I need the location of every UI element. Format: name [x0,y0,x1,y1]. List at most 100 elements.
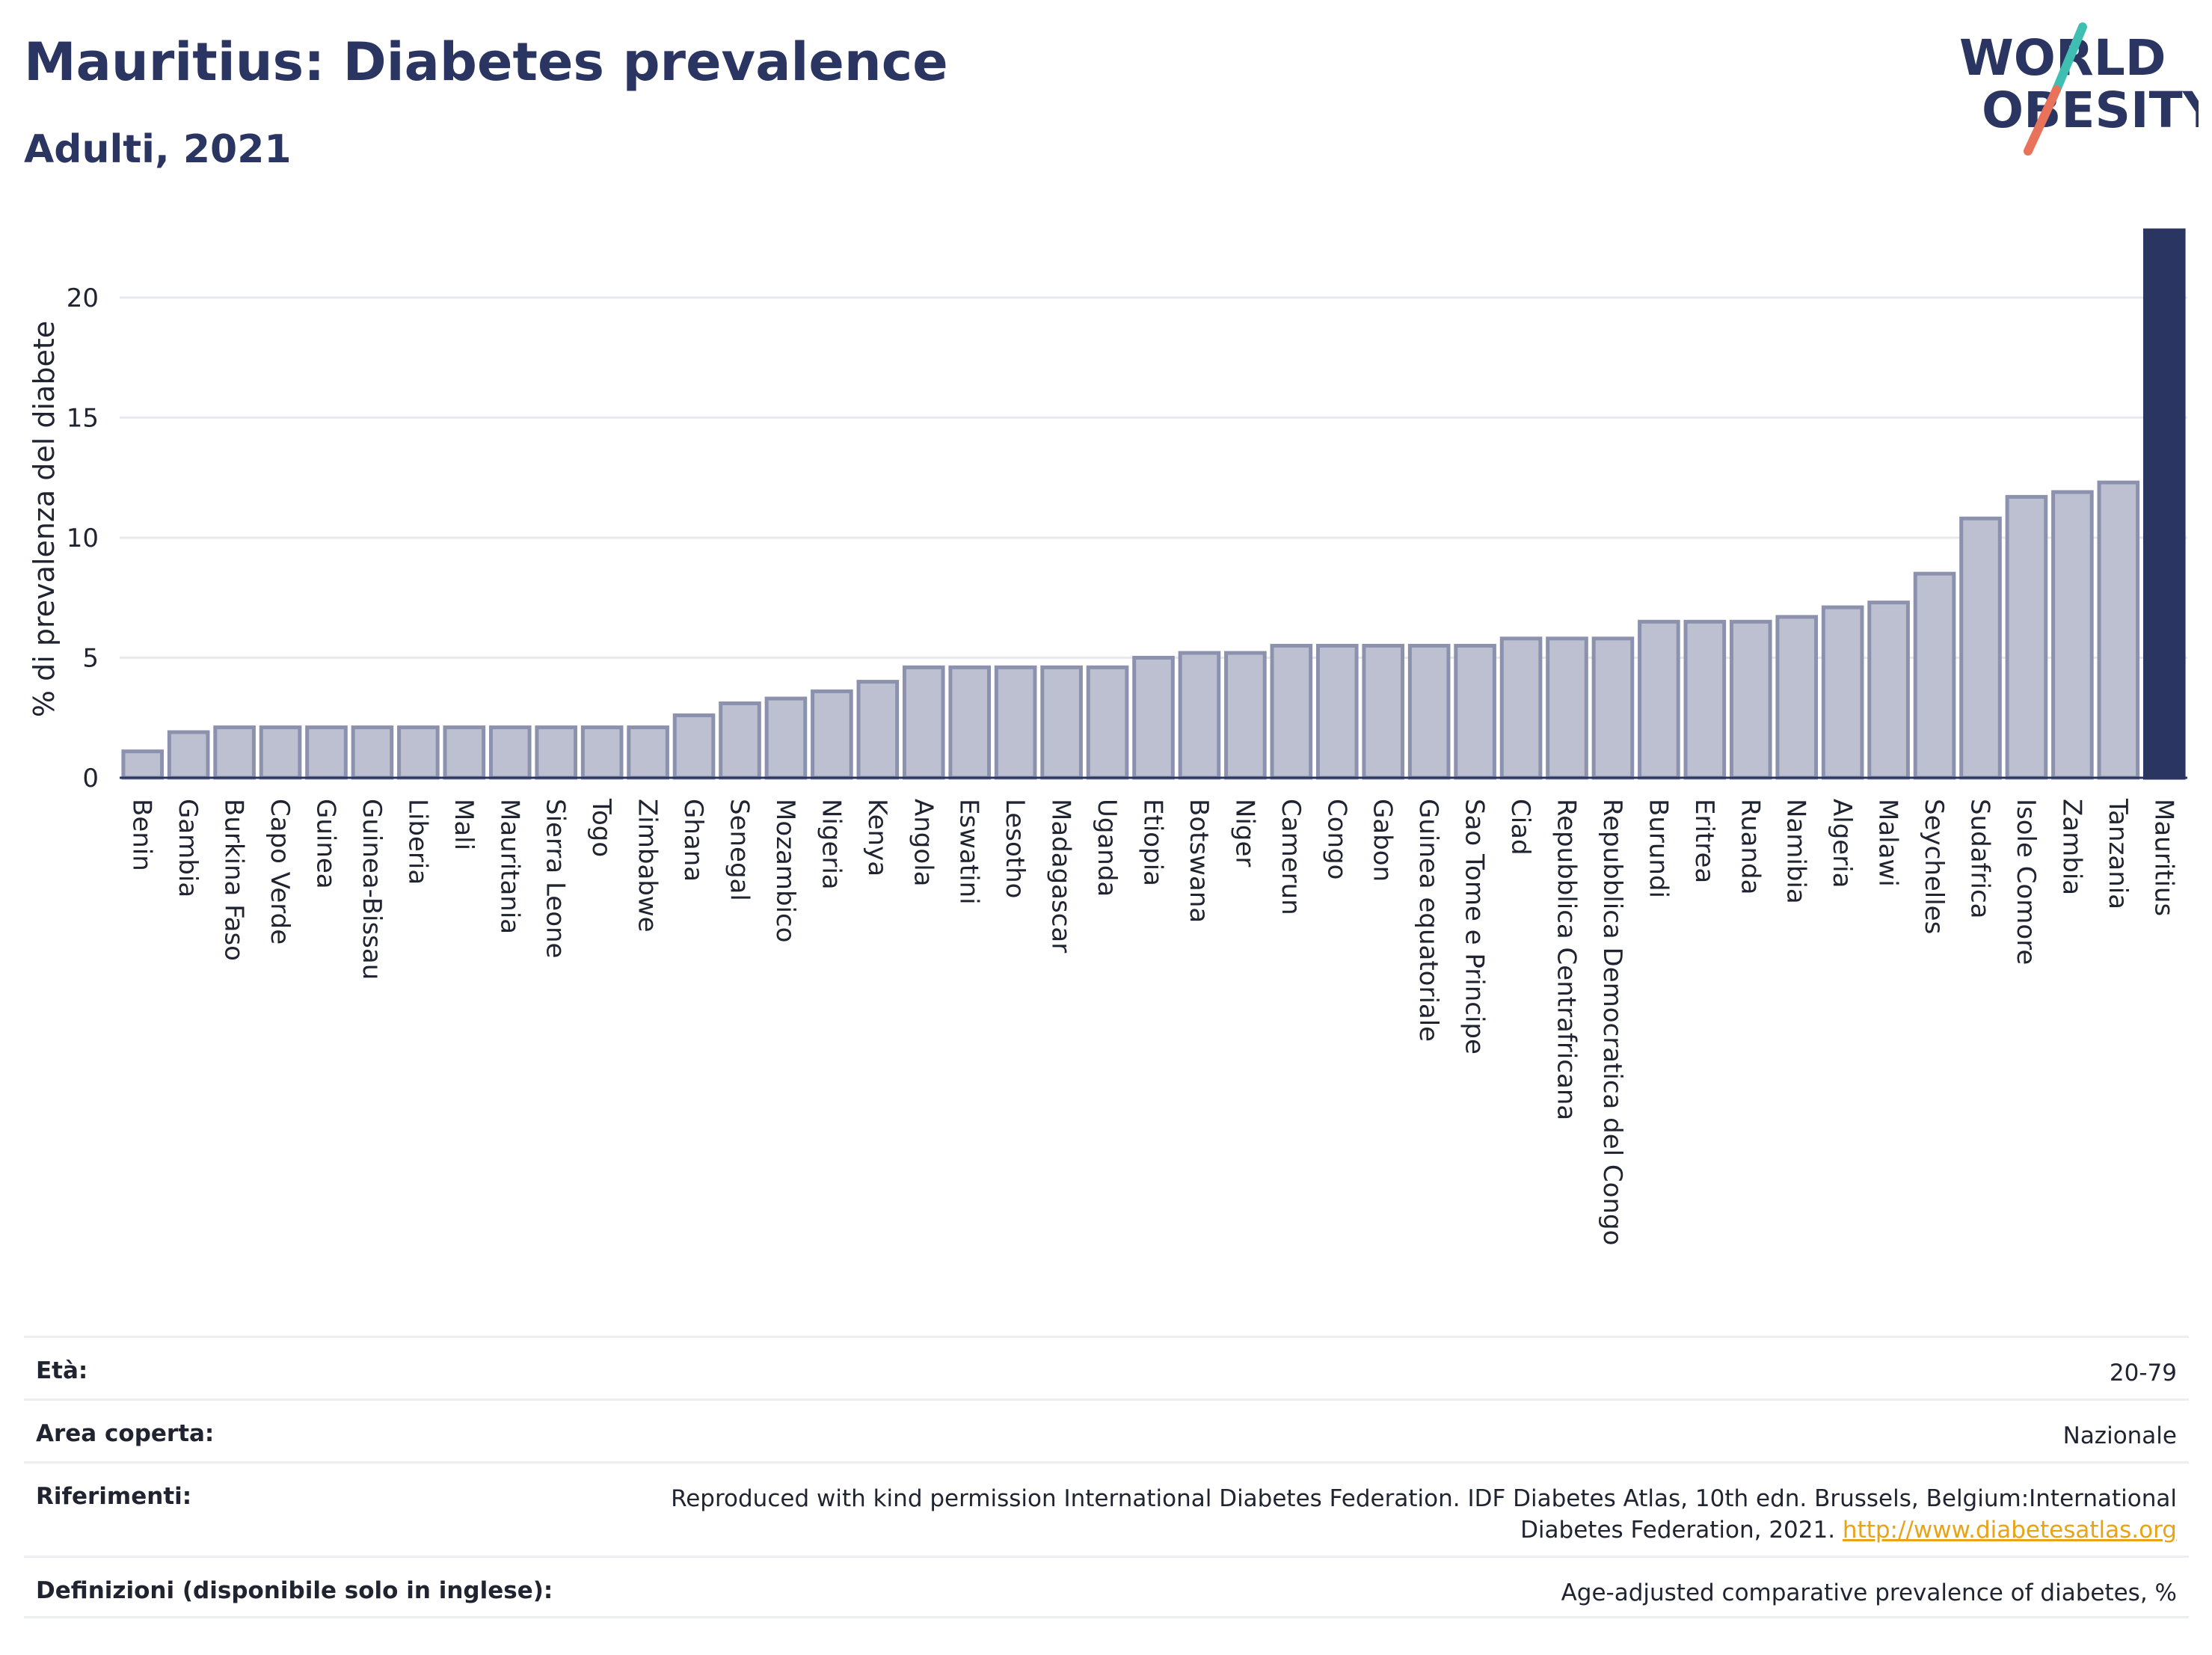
info-label-age: Età: [36,1357,88,1384]
bar [764,696,808,780]
x-tick-label: Togo [586,798,616,857]
bar [811,689,853,780]
x-tick-label: Namibia [1781,799,1811,904]
info-row-definitions: Definizioni (disponibile solo in inglese… [24,1556,2189,1618]
bar [1638,619,1680,780]
bar [1454,643,1496,780]
x-tick-label: Repubblica Democratica del Congo [1597,799,1627,1245]
x-tick-label: Tanzania [2103,798,2133,909]
info-row-area: Area coperta: Nazionale [24,1398,2189,1461]
world-obesity-logo: WORLD OBESITY [1959,22,2199,156]
bar [1913,571,1956,780]
bar [672,713,716,780]
bar [488,725,532,780]
bar [1959,516,2002,780]
x-tick-label: Algeria [1827,799,1857,888]
y-tick-label: 5 [82,643,99,673]
x-tick-label: Ghana [678,799,708,882]
bar [994,665,1037,780]
x-tick-label: Burundi [1643,799,1673,898]
x-tick-label: Benin [127,799,157,871]
x-tick-label: Lesotho [1000,799,1030,898]
x-tick-label: Camerun [1276,799,1306,915]
x-tick-label: Guinea [311,799,341,889]
bar [443,725,486,780]
x-tick-label: Eritrea [1689,799,1719,883]
x-tick-label: Ciad [1505,799,1535,856]
x-tick-label: Zambia [2056,799,2086,895]
bar [351,725,394,780]
bar [2051,490,2094,780]
x-tick-label: Guinea-Bissau [357,799,387,980]
x-tick-label: Liberia [402,799,432,885]
bar [627,725,669,780]
x-tick-label: Capo Verde [265,799,295,945]
logo-slash-teal [2052,22,2087,94]
x-tick-label: Sierra Leone [541,799,571,958]
bar [1178,651,1221,780]
x-tick-label: Ruanda [1735,799,1765,894]
y-axis-label: % di prevalenza del diabete [28,321,61,717]
bar [167,730,210,780]
logo-slash-coral [2024,85,2061,156]
bar [121,749,165,780]
bar [2142,228,2186,780]
info-table: Età: 20-79 Area coperta: Nazionale Rifer… [24,1336,2189,1618]
bar [1867,601,1910,780]
diabetesatlas-link[interactable]: http://www.diabetesatlas.org [1842,1517,2177,1544]
bar [1407,643,1451,780]
bar [580,725,624,780]
bar [2097,480,2140,780]
x-tick-label: Seychelles [1919,799,1949,934]
bar [1591,636,1635,780]
x-tick-label: Malawi [1873,799,1903,887]
y-tick-label: 0 [82,764,99,793]
x-tick-label: Mozambico [770,799,800,942]
info-value-area: Nazionale [2062,1422,2177,1449]
x-tick-label: Kenya [862,799,892,876]
x-tick-label: Isole Comore [2011,799,2041,965]
bar [1362,643,1405,780]
x-tick-label: Burkina Faso [219,799,249,961]
x-tick-label: Angola [908,799,938,886]
x-tick-label: Mauritania [494,799,524,934]
x-tick-label: Nigeria [816,799,846,890]
x-tick-label: Etiopia [1138,799,1168,886]
x-tick-label: Sao Tome e Principe [1460,799,1490,1054]
x-tick-label: Congo [1321,799,1351,879]
x-tick-label: Repubblica Centrafricana [1552,799,1582,1120]
bar [1683,619,1727,780]
info-label-definitions: Definizioni (disponibile solo in inglese… [36,1577,553,1604]
bar [535,725,578,780]
bar [397,725,440,780]
logo-line2: OBESITY [1982,82,2199,139]
x-tick-label: Madagascar [1046,799,1076,953]
bar [305,725,348,780]
x-tick-label: Botswana [1184,799,1214,923]
x-tick-label: Gabon [1368,799,1398,882]
x-tick-label: Zimbabwe [633,799,663,933]
bar [213,725,256,780]
bar [1775,615,1819,780]
bar [2005,494,2048,780]
bar [1224,651,1267,780]
bar-chart: 0 5 10 15 20% di prevalenza del diabete Benin… [28,228,2187,1245]
info-row-references: Riferimenti: Reproduced with kind permis… [24,1461,2189,1556]
bar [902,665,945,780]
y-tick-label: 15 [67,403,99,433]
page-title: Mauritius: Diabetes prevalence [24,31,948,93]
info-row-age: Età: 20-79 [24,1336,2189,1398]
x-tick-label: Niger [1229,799,1259,867]
y-tick-label: 20 [67,283,99,313]
bar [1821,605,1864,780]
bar [1729,619,1772,780]
info-value-age: 20-79 [2109,1360,2177,1387]
bar [1040,665,1083,780]
x-tick-label: Eswatini [954,799,984,905]
info-label-references: Riferimenti: [36,1483,192,1510]
x-tick-label: Mauritius [2148,799,2178,916]
x-tick-label: Gambia [173,799,203,897]
x-tick-label: Guinea equatoriale [1413,799,1443,1042]
x-tick-label: Sudafrica [1965,799,1995,918]
info-label-area: Area coperta: [36,1420,215,1447]
